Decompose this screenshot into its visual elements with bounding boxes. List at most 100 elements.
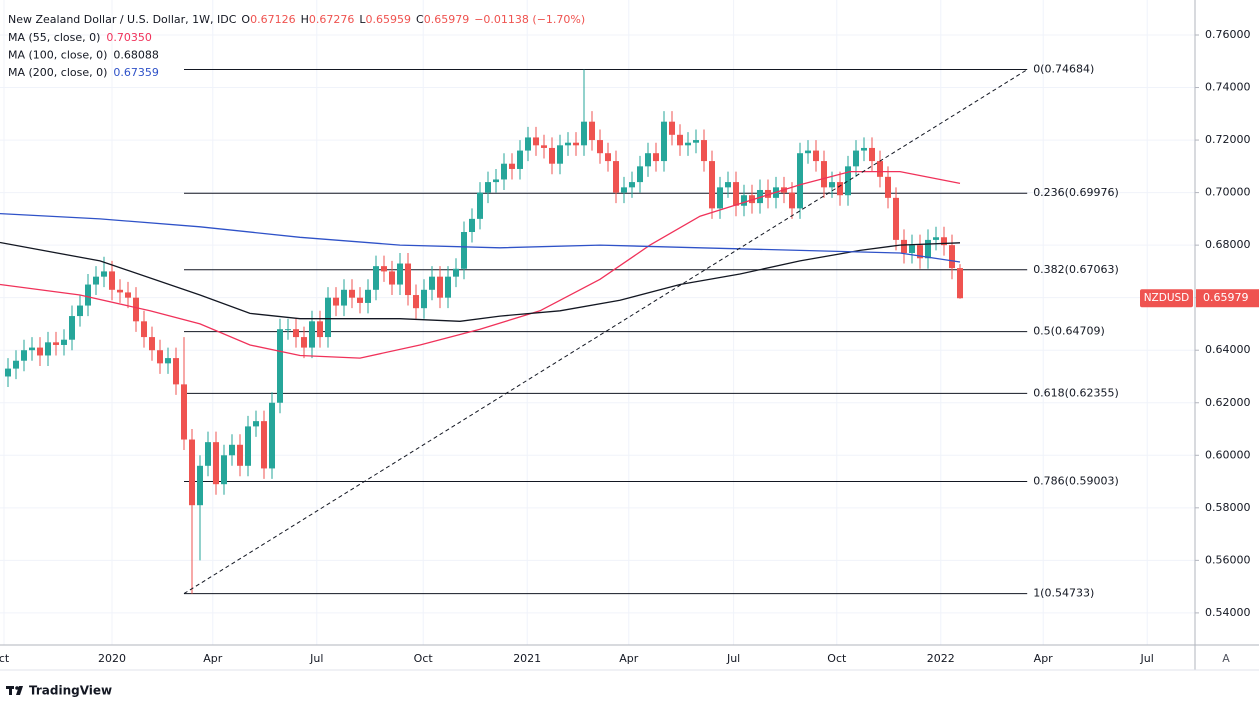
x-tick-label: 2022 [927, 652, 955, 665]
y-tick-label: 0.58000 [1205, 501, 1251, 514]
candle-body [109, 271, 115, 290]
y-tick-label: 0.62000 [1205, 396, 1251, 409]
candle-body [333, 297, 339, 306]
candle-body [885, 176, 891, 198]
candle-body [701, 140, 707, 162]
candle-body [45, 342, 51, 356]
x-tick-label: 2021 [513, 652, 541, 665]
candle-body [5, 368, 11, 377]
candle-body [93, 276, 99, 285]
symbol-title: New Zealand Dollar / U.S. Dollar, 1W, ID… [8, 13, 237, 26]
candle-body [325, 297, 331, 338]
candle-body [677, 134, 683, 146]
fib-label: 0(0.74684) [1033, 63, 1094, 76]
candle-body [253, 421, 259, 427]
candle-body [197, 465, 203, 506]
plot: 0(0.74684) 0.236(0.69976) 0.382(0.67063) 0.… [0, 63, 1119, 600]
candle-body [581, 121, 587, 146]
brand-logo [6, 686, 23, 695]
candle-body [477, 192, 483, 219]
candle-body [941, 237, 947, 246]
candle-body [413, 295, 419, 309]
candle-body [157, 350, 163, 364]
y-tick-label: 0.54000 [1205, 606, 1251, 619]
ohlc-value: −0.01138 (−1.70%) [474, 13, 585, 26]
x-tick-label: 2020 [98, 652, 126, 665]
candle-body [613, 161, 619, 193]
candle-body [621, 187, 627, 193]
candle-body [693, 140, 699, 143]
candle-body [821, 161, 827, 188]
candle-body [149, 337, 155, 351]
x-tick-label: Jul [309, 652, 323, 665]
candle-body [461, 232, 467, 269]
candle-body [749, 195, 755, 204]
candle-body [357, 297, 363, 303]
fib-label: 0.382(0.67063) [1033, 263, 1119, 276]
candle-body [77, 305, 83, 317]
candle-body [469, 218, 475, 233]
candle-body [117, 289, 123, 293]
candle-body [453, 268, 459, 277]
candle-body [189, 439, 195, 506]
candle-body [733, 182, 739, 206]
candle-body [725, 182, 731, 188]
candle-body [565, 142, 571, 146]
candle-body [221, 455, 227, 485]
candle-body [85, 284, 91, 306]
x-tick-label: ct [0, 652, 10, 665]
candle-body [397, 263, 403, 285]
candle-body [685, 142, 691, 146]
candle-body [853, 150, 859, 167]
candle-body [573, 142, 579, 146]
price-tag-label: 0.65979 [1203, 291, 1249, 304]
candle-body [597, 140, 603, 154]
candle-body [21, 350, 27, 361]
candle-body [709, 161, 715, 209]
y-tick-label: 0.60000 [1205, 448, 1251, 461]
y-tick-label: 0.68000 [1205, 238, 1251, 251]
candle-body [125, 292, 131, 298]
candle-body [869, 147, 875, 162]
candle-body [765, 189, 771, 198]
candle-body [493, 179, 499, 183]
logo-part [9, 686, 12, 695]
candle-body [861, 147, 867, 151]
auto-scale-button[interactable]: A [1222, 652, 1230, 665]
logo-part [15, 686, 19, 690]
ma-legend-value: 0.67359 [113, 66, 159, 79]
candle-body [845, 166, 851, 196]
y-tick-label: 0.70000 [1205, 186, 1251, 199]
candle-body [525, 137, 531, 151]
logo-part [16, 686, 23, 695]
trend-line [183, 69, 1028, 595]
fib-label: 0.618(0.62355) [1033, 386, 1119, 399]
candle-body [101, 271, 107, 277]
candle-body [653, 153, 659, 162]
candle-body [957, 268, 963, 299]
candle-body [445, 276, 451, 298]
y-tick-label: 0.74000 [1205, 81, 1251, 94]
ohlc-value: 0.65979 [424, 13, 470, 26]
candle-body [901, 239, 907, 254]
x-tick-label: Apr [619, 652, 639, 665]
fib-label: 0.786(0.59003) [1033, 474, 1119, 487]
ma-legend-value: 0.68088 [113, 49, 159, 62]
fib-label: 1(0.54733) [1033, 587, 1094, 600]
candle-body [797, 153, 803, 209]
ma-legend-name: MA (200, close, 0) [8, 66, 107, 79]
candle-body [829, 182, 835, 188]
candle-body [237, 444, 243, 466]
x-tick-label: Oct [827, 652, 847, 665]
ohlc-key: O [241, 13, 250, 26]
x-tick-label: Jul [726, 652, 740, 665]
ohlc-key: C [416, 13, 424, 26]
ma-legend-name: MA (55, close, 0) [8, 31, 100, 44]
price-tag [1196, 289, 1259, 308]
brand-name: TradingView [29, 684, 112, 698]
candle-body [629, 182, 635, 188]
symbol-legend: New Zealand Dollar / U.S. Dollar, 1W, ID… [8, 13, 585, 26]
